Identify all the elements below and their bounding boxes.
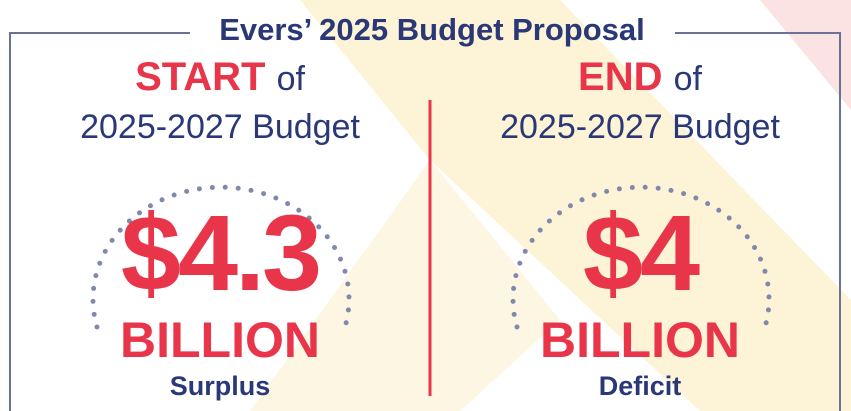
amount: $4.3 (121, 192, 319, 313)
dotted-arc (510, 184, 772, 330)
unit: BILLION (540, 312, 740, 368)
heading-suffix: of (674, 60, 703, 98)
label: Deficit (599, 371, 682, 401)
heading: END of (578, 55, 702, 99)
bg-corner (760, 0, 851, 110)
heading-key: END (578, 55, 662, 99)
bg-chevron (250, 160, 560, 411)
heading-key: START (135, 55, 265, 99)
unit: BILLION (120, 312, 320, 368)
period: 2025-2027 Budget (500, 108, 780, 146)
title: Evers’ 2025 Budget Proposal (219, 12, 645, 47)
frame-right (675, 32, 841, 411)
period: 2025-2027 Budget (80, 108, 360, 146)
dotted-arc (90, 184, 352, 330)
amount: $4 (583, 192, 700, 313)
frame-left (9, 32, 190, 411)
heading-suffix: of (277, 60, 306, 98)
heading: START of (135, 55, 305, 99)
bg-chevron (300, 0, 851, 411)
label: Surplus (170, 371, 271, 401)
frame (9, 32, 841, 411)
